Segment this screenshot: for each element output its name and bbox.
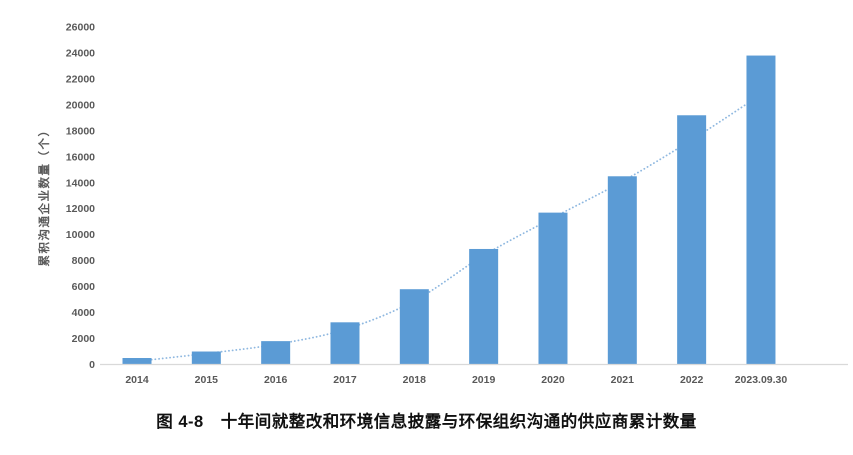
bar-2014 [122, 358, 152, 365]
y-tick-label: 4000 [72, 307, 96, 319]
bar-2021 [607, 176, 637, 365]
bar-2023.09.30 [746, 55, 776, 365]
x-tick-label: 2017 [333, 374, 357, 386]
bar-2019 [469, 248, 499, 365]
y-tick-label: 18000 [66, 125, 95, 137]
x-tick-label: 2018 [403, 374, 427, 386]
y-tick-label: 26000 [66, 22, 95, 34]
x-tick-label: 2023.09.30 [735, 374, 788, 386]
bar-2022 [677, 115, 707, 365]
figure-caption: 图 4-8 十年间就整改和环境信息披露与环保组织沟通的供应商累计数量 [156, 413, 697, 431]
chart-svg: 0 2000 4000 6000 8000 10000 12000 14000 16000 180… [66, 22, 848, 386]
y-tick-label: 0 [89, 359, 95, 371]
y-tick-label: 8000 [72, 255, 96, 267]
bar-2017 [330, 322, 360, 365]
y-axis-title: 累积沟通企业数量（个） [39, 123, 51, 267]
bar-2015 [191, 351, 221, 365]
y-tick-label: 10000 [66, 229, 95, 241]
y-tick-label: 16000 [66, 151, 95, 163]
x-tick-label: 2021 [611, 374, 635, 386]
y-tick-label: 20000 [66, 99, 95, 111]
y-tick-label: 14000 [66, 177, 95, 189]
y-tick-label: 12000 [66, 203, 95, 215]
y-tick-label: 22000 [66, 73, 95, 85]
y-tick-label: 2000 [72, 333, 96, 345]
x-tick-label: 2019 [472, 374, 496, 386]
x-tick-label: 2022 [680, 374, 704, 386]
y-tick-label: 6000 [72, 281, 96, 293]
x-tick-label: 2014 [125, 374, 149, 386]
x-tick-label: 2015 [195, 374, 219, 386]
trend-line [136, 93, 762, 363]
bar-2018 [399, 289, 429, 365]
x-tick-label: 2016 [264, 374, 288, 386]
y-tick-label: 24000 [66, 47, 95, 59]
bar-2020 [538, 212, 568, 365]
bar-chart: 累积沟通企业数量（个） 0 2000 4000 6000 8000 10000 12000 1… [39, 22, 848, 386]
bar-2016 [261, 341, 291, 365]
x-tick-label: 2020 [541, 374, 565, 386]
